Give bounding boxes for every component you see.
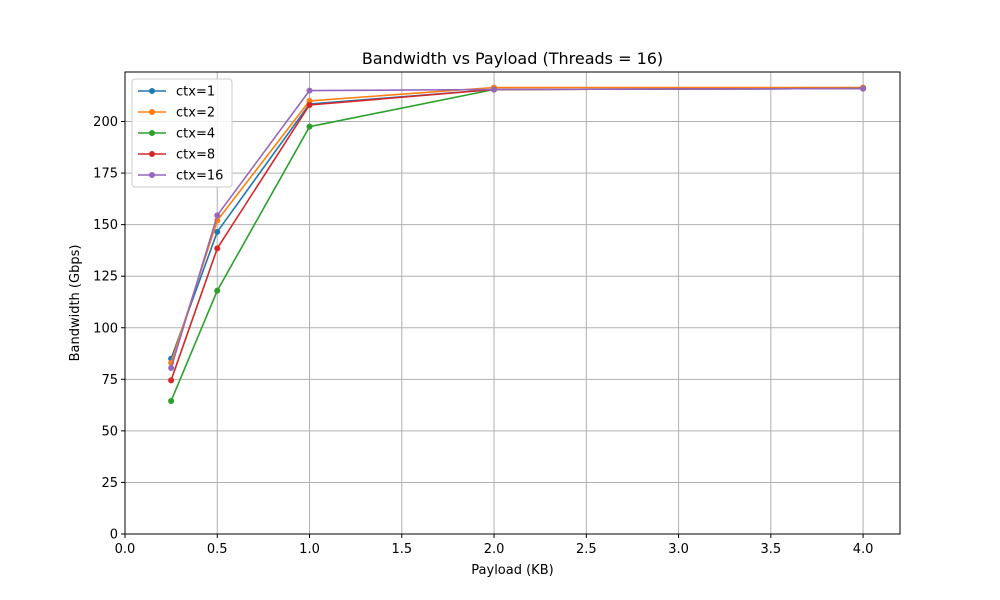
series-lines [168,84,867,404]
x-tick-label: 3.5 [760,542,781,557]
y-tick-label: 100 [93,321,118,336]
legend-label: ctx=16 [176,169,223,184]
data-point [306,102,313,108]
legend-label: ctx=8 [176,148,215,163]
legend-marker [149,109,155,115]
data-point [214,212,221,219]
legend-marker [149,172,155,178]
data-point [168,377,175,384]
x-axis-title: Payload (KB) [471,563,553,578]
legend-marker [149,151,155,157]
x-tick-label: 1.5 [391,542,412,557]
legend-label: ctx=1 [176,85,215,100]
legend-item: ctx=4 [138,127,215,142]
y-axis: 0 25 50 75 100 125 150 175 200 [93,115,125,543]
data-point [168,364,175,371]
data-point [214,245,221,252]
x-tick-label: 4.0 [853,542,874,557]
x-axis: 0.0 0.5 1.0 1.5 2.0 2.5 3.0 3.5 4.0 [115,534,874,557]
chart-title: Bandwidth vs Payload (Threads = 16) [362,49,663,68]
series-ctx=16 [168,85,867,371]
x-tick-label: 0.5 [207,542,228,557]
y-tick-label: 175 [93,167,118,182]
plot-frame [124,71,901,535]
y-tick-label: 75 [101,373,118,388]
y-axis-title: Bandwidth (Gbps) [68,245,83,362]
x-tick-label: 1.0 [299,542,320,557]
data-point [306,123,313,130]
data-point [860,85,867,92]
legend-marker [149,88,155,94]
legend-item: ctx=2 [138,106,215,121]
x-tick-label: 3.0 [668,542,689,557]
data-point [214,228,221,235]
x-tick-label: 2.5 [576,542,597,557]
legend-box [131,78,233,188]
y-tick-label: 0 [110,528,118,543]
legend-label: ctx=4 [176,127,215,142]
legend-item: ctx=16 [138,169,223,184]
data-point [306,97,313,104]
data-point [214,287,221,294]
y-tick-label: 50 [101,424,118,439]
y-tick-label: 25 [101,476,118,491]
y-tick-label: 125 [93,270,118,285]
legend-item: ctx=8 [138,148,215,163]
legend-marker [149,130,155,136]
legend-item: ctx=1 [138,85,215,100]
data-point [306,87,313,94]
data-point [168,397,175,404]
data-point [491,86,498,93]
y-tick-label: 200 [93,115,118,130]
legend: ctx=1 ctx=2 ctx=4 ctx=8 ctx=16 [131,78,233,188]
x-tick-label: 2.0 [484,542,505,557]
legend-label: ctx=2 [176,106,215,121]
y-tick-label: 150 [93,218,118,233]
x-tick-label: 0.0 [115,542,136,557]
